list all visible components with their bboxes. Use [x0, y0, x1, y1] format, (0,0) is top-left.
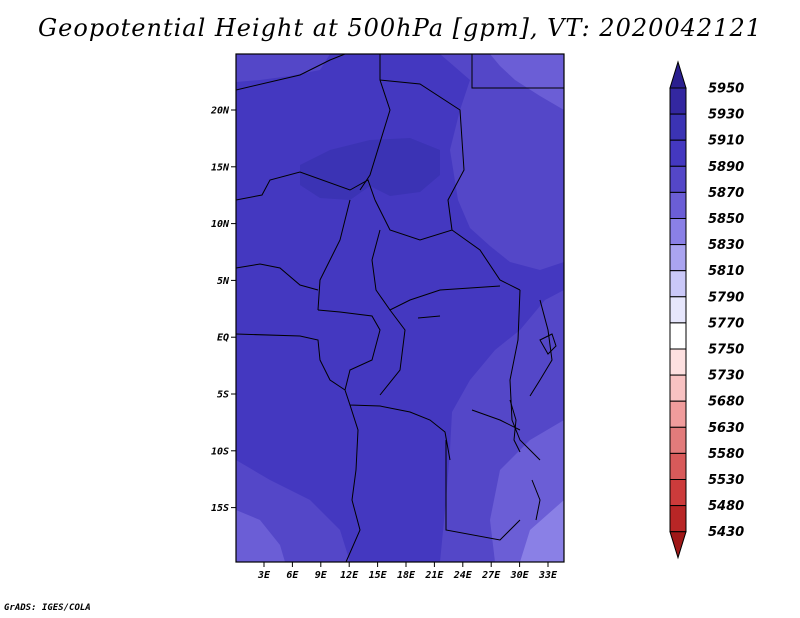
- colorbar-bin: [669, 139, 687, 167]
- lat-tick-label: 10N: [211, 219, 230, 230]
- lat-tick-label: 15N: [211, 162, 230, 173]
- colorbar-level-label: 5770: [708, 316, 744, 331]
- lon-tick-label: 6E: [286, 570, 299, 581]
- map-frame: [235, 53, 565, 563]
- colorbar-level-label: 5870: [708, 186, 744, 201]
- colorbar-level-label: 5430: [708, 525, 744, 540]
- colorbar-level-label: 5630: [708, 421, 744, 436]
- colorbar-level-label: 5480: [708, 499, 744, 514]
- lon-tick-label: 27E: [481, 570, 501, 581]
- colorbar-top-arrow: [669, 60, 687, 89]
- colorbar-level-label: 5850: [708, 212, 744, 227]
- colorbar-bin: [669, 191, 687, 219]
- colorbar-level-label: 5910: [708, 134, 744, 149]
- colorbar-level-label: 5530: [708, 473, 744, 488]
- lon-tick-label: 3E: [257, 570, 271, 581]
- lat-tick-label: EQ: [217, 333, 229, 344]
- colorbar-bin: [669, 296, 687, 324]
- colorbar-bottom-arrow: [669, 531, 687, 560]
- lat-tick-label: 5N: [217, 276, 230, 287]
- colorbar-level-label: 5580: [708, 447, 744, 462]
- colorbar-bin: [669, 322, 687, 350]
- colorbar-level-label: 5750: [708, 343, 744, 358]
- lon-tick-label: 15E: [369, 570, 388, 581]
- colorbar-level-label: 5790: [708, 290, 744, 305]
- colorbar-level-label: 5930: [708, 108, 744, 123]
- colorbar-bin: [669, 505, 687, 533]
- lon-tick-label: 30E: [510, 570, 530, 581]
- colorbar-bin: [669, 374, 687, 402]
- colorbar-bin: [669, 244, 687, 272]
- lakes: [417, 315, 557, 521]
- height-field: [236, 54, 564, 562]
- lat-tick-label: 5S: [217, 390, 229, 401]
- colorbar-bin: [669, 165, 687, 193]
- colorbar-level-label: 5680: [708, 395, 744, 410]
- lat-tick-label: 10S: [211, 446, 229, 457]
- lon-tick-label: 21E: [424, 570, 444, 581]
- lon-tick-label: 9E: [315, 570, 328, 581]
- lon-tick-label: 18E: [397, 570, 416, 581]
- colorbar-level-label: 5830: [708, 238, 744, 253]
- colorbar-level-label: 5950: [708, 82, 744, 97]
- map-title: Geopotential Height at 500hPa [gpm], VT:…: [38, 14, 762, 42]
- lon-tick-label: 12E: [340, 570, 359, 581]
- colorbar-level-label: 5730: [708, 369, 744, 384]
- lon-tick-label: 24E: [453, 570, 473, 581]
- colorbar-bin: [669, 452, 687, 480]
- credit-label: GrADS: IGES/COLA: [4, 603, 91, 613]
- lon-tick-label: 33E: [538, 570, 558, 581]
- colorbar-bin: [669, 113, 687, 141]
- colorbar-bin: [669, 426, 687, 454]
- colorbar-bin: [669, 348, 687, 376]
- latitude-axis: 20N 15N 10N 5N EQ 5S 10S 15S: [210, 106, 236, 514]
- lat-tick-label: 15S: [211, 503, 229, 514]
- colorbar-bin: [669, 270, 687, 298]
- longitude-axis: 3E 6E 9E 12E 15E 18E 21E 24E 27E 30E 33E: [257, 562, 558, 581]
- colorbar-bin: [669, 479, 687, 507]
- colorbar-bin: [669, 400, 687, 428]
- lat-tick-label: 20N: [210, 106, 230, 117]
- country-borders: [236, 54, 564, 562]
- colorbar-bin: [669, 218, 687, 246]
- colorbar-level-label: 5890: [708, 160, 744, 175]
- colorbar: 5950 5930 5910 5890 5870 5850 5830 5810 5790 5770…: [669, 60, 744, 560]
- colorbar-bin: [669, 87, 687, 115]
- colorbar-level-label: 5810: [708, 264, 744, 279]
